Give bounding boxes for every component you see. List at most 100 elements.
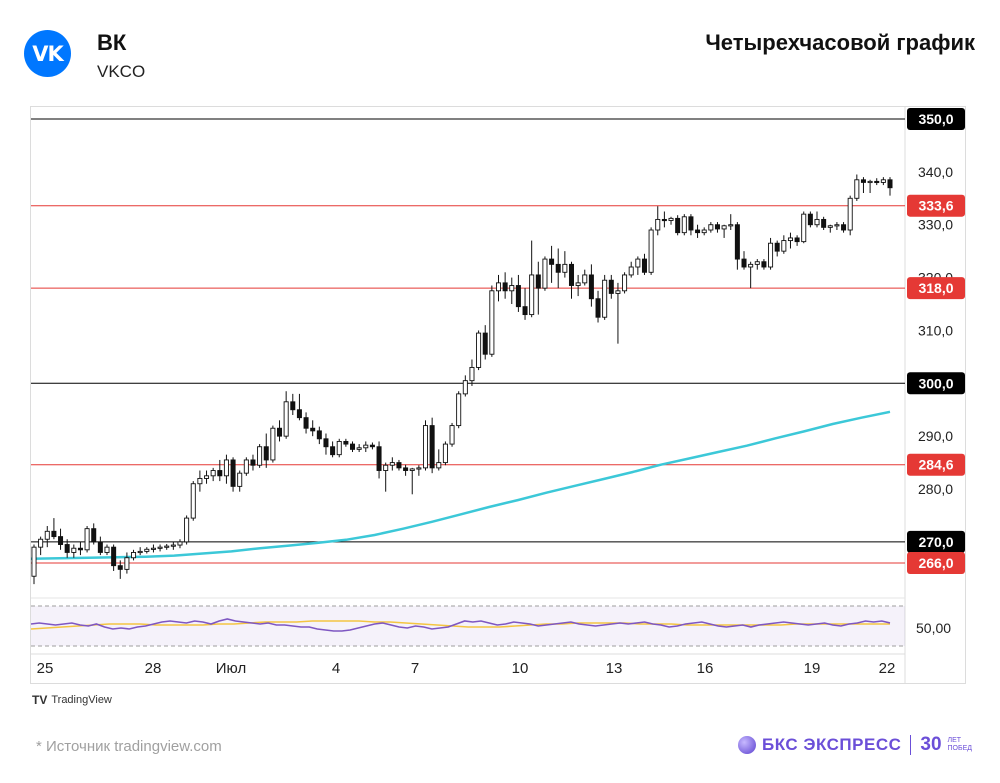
level-label-1: 333,6 — [918, 198, 953, 214]
candle — [814, 218, 820, 226]
candle — [197, 477, 203, 485]
rsi-band — [31, 606, 905, 646]
x-tick-label: 22 — [879, 660, 896, 677]
candle — [436, 462, 442, 469]
candle — [462, 380, 468, 395]
x-tick-label: 16 — [697, 660, 714, 677]
level-label-6: 266,0 — [918, 555, 953, 571]
candle — [555, 263, 561, 273]
candle — [111, 546, 117, 567]
candle — [821, 218, 827, 228]
tradingview-logo: TV TradingView — [32, 693, 112, 707]
candle — [734, 224, 740, 260]
candle — [781, 240, 787, 252]
y-tick-label: 340,0 — [918, 164, 953, 180]
candle — [230, 459, 236, 487]
candle — [867, 180, 873, 184]
candle — [874, 180, 880, 184]
x-tick-label: 13 — [606, 660, 623, 677]
candle — [71, 547, 77, 553]
candle — [64, 544, 70, 553]
candle — [794, 237, 800, 243]
candle — [442, 443, 448, 464]
candle — [97, 541, 103, 553]
candle — [170, 544, 176, 547]
candle — [223, 459, 229, 477]
candle — [316, 430, 322, 440]
candle — [854, 179, 860, 199]
company-name: ВК — [97, 30, 127, 55]
candle — [456, 393, 462, 427]
candle — [728, 224, 734, 227]
source-note: * Источник tradingview.com — [36, 738, 222, 755]
candle — [502, 282, 508, 292]
candle — [117, 565, 123, 570]
candle — [429, 425, 435, 469]
candle — [476, 332, 482, 368]
tradingview-label: TradingView — [51, 694, 112, 706]
level-label-4: 284,6 — [918, 457, 953, 473]
candle — [38, 538, 44, 548]
x-tick-label: 10 — [512, 660, 529, 677]
candle — [887, 179, 893, 189]
candle — [495, 282, 502, 292]
candle — [104, 546, 110, 553]
candle — [675, 217, 681, 234]
x-tick-label: 25 — [37, 660, 54, 677]
candle — [860, 179, 866, 183]
candle — [150, 547, 156, 550]
level-label-0: 350,0 — [918, 111, 953, 127]
candle — [655, 218, 661, 231]
candle — [157, 546, 163, 549]
y-tick-label: 330,0 — [918, 217, 953, 233]
candle — [283, 401, 289, 437]
candle — [131, 552, 137, 559]
level-label-2: 318,0 — [918, 280, 953, 296]
candle — [310, 427, 316, 432]
candle — [542, 258, 548, 289]
level-tag-2 — [907, 277, 965, 300]
candle — [515, 285, 521, 308]
candle — [741, 258, 747, 268]
candle — [369, 444, 375, 448]
candle — [841, 224, 847, 231]
candle — [801, 213, 807, 243]
candle — [708, 224, 714, 231]
candle — [615, 290, 621, 294]
candle — [91, 528, 97, 543]
candle — [124, 557, 130, 570]
level-label-5: 270,0 — [918, 534, 953, 550]
candle — [641, 258, 647, 273]
candle — [363, 444, 369, 449]
candle — [422, 425, 429, 469]
level-tag-6 — [907, 552, 965, 575]
x-tick-label: Июл — [216, 660, 246, 677]
candle — [575, 282, 581, 286]
candle — [330, 446, 336, 456]
candle — [44, 530, 50, 540]
candle — [588, 274, 594, 300]
candle — [177, 541, 183, 546]
candle — [529, 274, 535, 316]
candle — [622, 274, 628, 292]
candle — [754, 261, 760, 265]
candle — [296, 409, 302, 419]
candle — [880, 179, 886, 183]
candle — [250, 459, 256, 466]
candle — [582, 274, 588, 284]
candle — [350, 443, 356, 450]
candle — [217, 470, 223, 477]
candle — [608, 279, 614, 294]
candle — [270, 427, 276, 461]
candle — [469, 366, 475, 382]
candle — [661, 218, 667, 222]
bks-brand: БКС ЭКСПРЕСС 30 ЛЕТ ПОБЕД — [738, 734, 972, 756]
brand-years: 30 — [920, 734, 942, 755]
candle — [137, 550, 143, 554]
candle — [210, 470, 216, 477]
candle — [77, 547, 83, 551]
candle — [768, 242, 774, 268]
candle — [164, 545, 170, 548]
candle — [847, 197, 853, 231]
candle — [761, 261, 767, 268]
